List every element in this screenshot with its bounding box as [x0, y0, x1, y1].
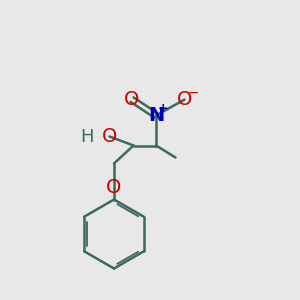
Text: +: + [157, 102, 168, 116]
Text: O: O [124, 90, 140, 109]
Text: O: O [177, 90, 192, 109]
Text: −: − [188, 86, 199, 100]
Text: O: O [102, 127, 117, 146]
Text: N: N [148, 106, 164, 125]
Text: H: H [80, 128, 94, 146]
Text: O: O [106, 178, 122, 197]
